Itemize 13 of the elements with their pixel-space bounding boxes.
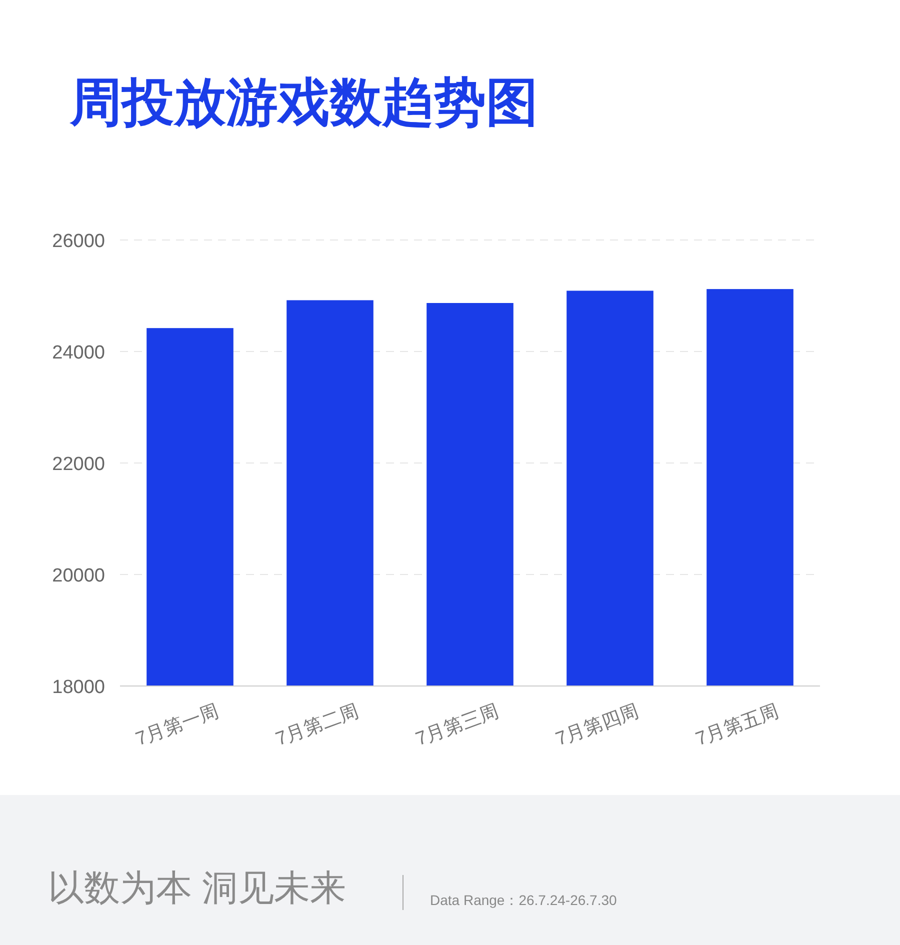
x-tick-label: 7月第三周 [413, 700, 502, 750]
text: Data Range：26.7.24-26.7.30 [430, 892, 618, 908]
x-tick-label: 7月第一周 [133, 700, 222, 750]
y-tick-label: 26000 [52, 231, 105, 252]
text: 以数为本 洞见未来 [48, 867, 346, 908]
x-tick-label: 7月第四周 [553, 700, 642, 750]
x-tick-label: 7月第五周 [693, 700, 782, 750]
chart-title: 周投放游戏数趋势图 [69, 74, 538, 132]
y-tick-label: 22000 [52, 454, 105, 475]
y-tick-label: 18000 [52, 677, 105, 698]
x-tick-label: 7月第二周 [273, 700, 362, 750]
y-tick-label: 24000 [52, 342, 105, 364]
y-tick-label: 20000 [52, 566, 105, 586]
